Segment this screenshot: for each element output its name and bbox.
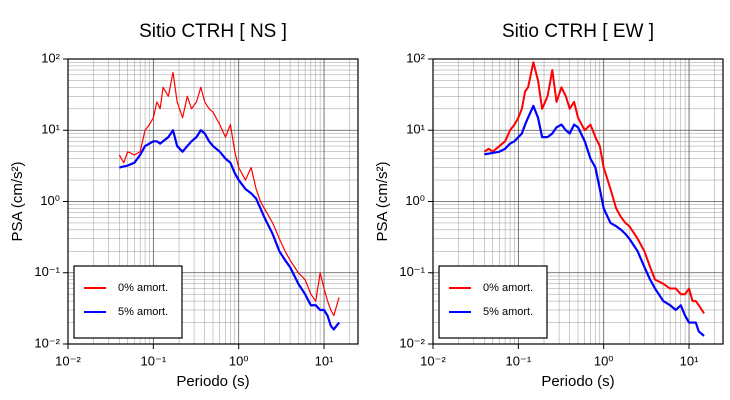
legend-label: 5% amort. (118, 306, 168, 318)
plot-frame (432, 58, 724, 345)
y-tick-label: 10⁻¹ (34, 264, 60, 279)
plot-frame (67, 58, 359, 345)
series-line (118, 71, 340, 317)
y-axis-label: PSA (cm/s²) (374, 161, 391, 241)
series-line (483, 61, 705, 314)
plot: 10⁻² 10⁻¹ 10⁰ 10¹ 10⁻² 10⁻¹ 10⁰ 10¹ 10² Sitio CTR… (9, 21, 359, 390)
y-tick-label: 10⁰ (405, 193, 425, 208)
y-tick-label: 10⁻² (399, 335, 425, 350)
chart-title: Sitio CTRH [ NS ] (139, 21, 287, 42)
y-tick-label: 10¹ (41, 122, 60, 137)
legend-box (438, 265, 548, 339)
x-tick-label: 10⁰ (229, 353, 249, 368)
x-tick-label: 10¹ (680, 353, 699, 368)
y-tick-label: 10⁻¹ (399, 264, 425, 279)
y-tick-label: 10⁻² (34, 335, 60, 350)
y-axis-label: PSA (cm/s²) (9, 161, 26, 241)
x-axis-label: Periodo (s) (176, 373, 249, 390)
series-line (119, 129, 340, 331)
chart-title: Sitio CTRH [ EW ] (502, 21, 654, 42)
x-tick-label: 10⁻² (420, 353, 446, 368)
legend-box (73, 265, 183, 339)
plot: 10⁻² 10⁻¹ 10⁰ 10¹ 10⁻² 10⁻¹ 10⁰ 10¹ 10² Sitio CTR… (374, 21, 724, 390)
series-line (484, 104, 705, 337)
y-tick-label: 10¹ (406, 122, 425, 137)
legend-label: 5% amort. (483, 306, 533, 318)
y-tick-label: 10⁰ (40, 193, 60, 208)
x-tick-label: 10⁰ (594, 353, 614, 368)
legend-label: 0% amort. (483, 282, 533, 294)
x-tick-label: 10⁻¹ (506, 353, 532, 368)
y-tick-label: 10² (41, 50, 60, 65)
x-tick-label: 10⁻² (55, 353, 81, 368)
legend-label: 0% amort. (118, 282, 168, 294)
x-tick-label: 10¹ (315, 353, 334, 368)
y-tick-label: 10² (406, 50, 425, 65)
x-tick-label: 10⁻¹ (141, 353, 167, 368)
x-axis-label: Periodo (s) (541, 373, 614, 390)
